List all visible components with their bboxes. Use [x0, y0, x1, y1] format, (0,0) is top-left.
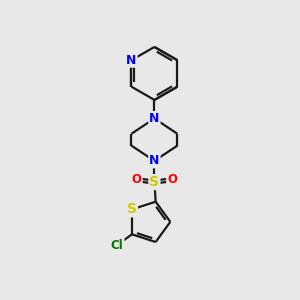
- Text: O: O: [167, 173, 177, 186]
- Text: S: S: [149, 175, 159, 189]
- Text: N: N: [149, 112, 160, 125]
- Text: N: N: [126, 54, 137, 67]
- Text: N: N: [149, 154, 160, 167]
- Text: O: O: [132, 173, 142, 186]
- Text: S: S: [127, 202, 137, 216]
- Text: Cl: Cl: [111, 238, 124, 251]
